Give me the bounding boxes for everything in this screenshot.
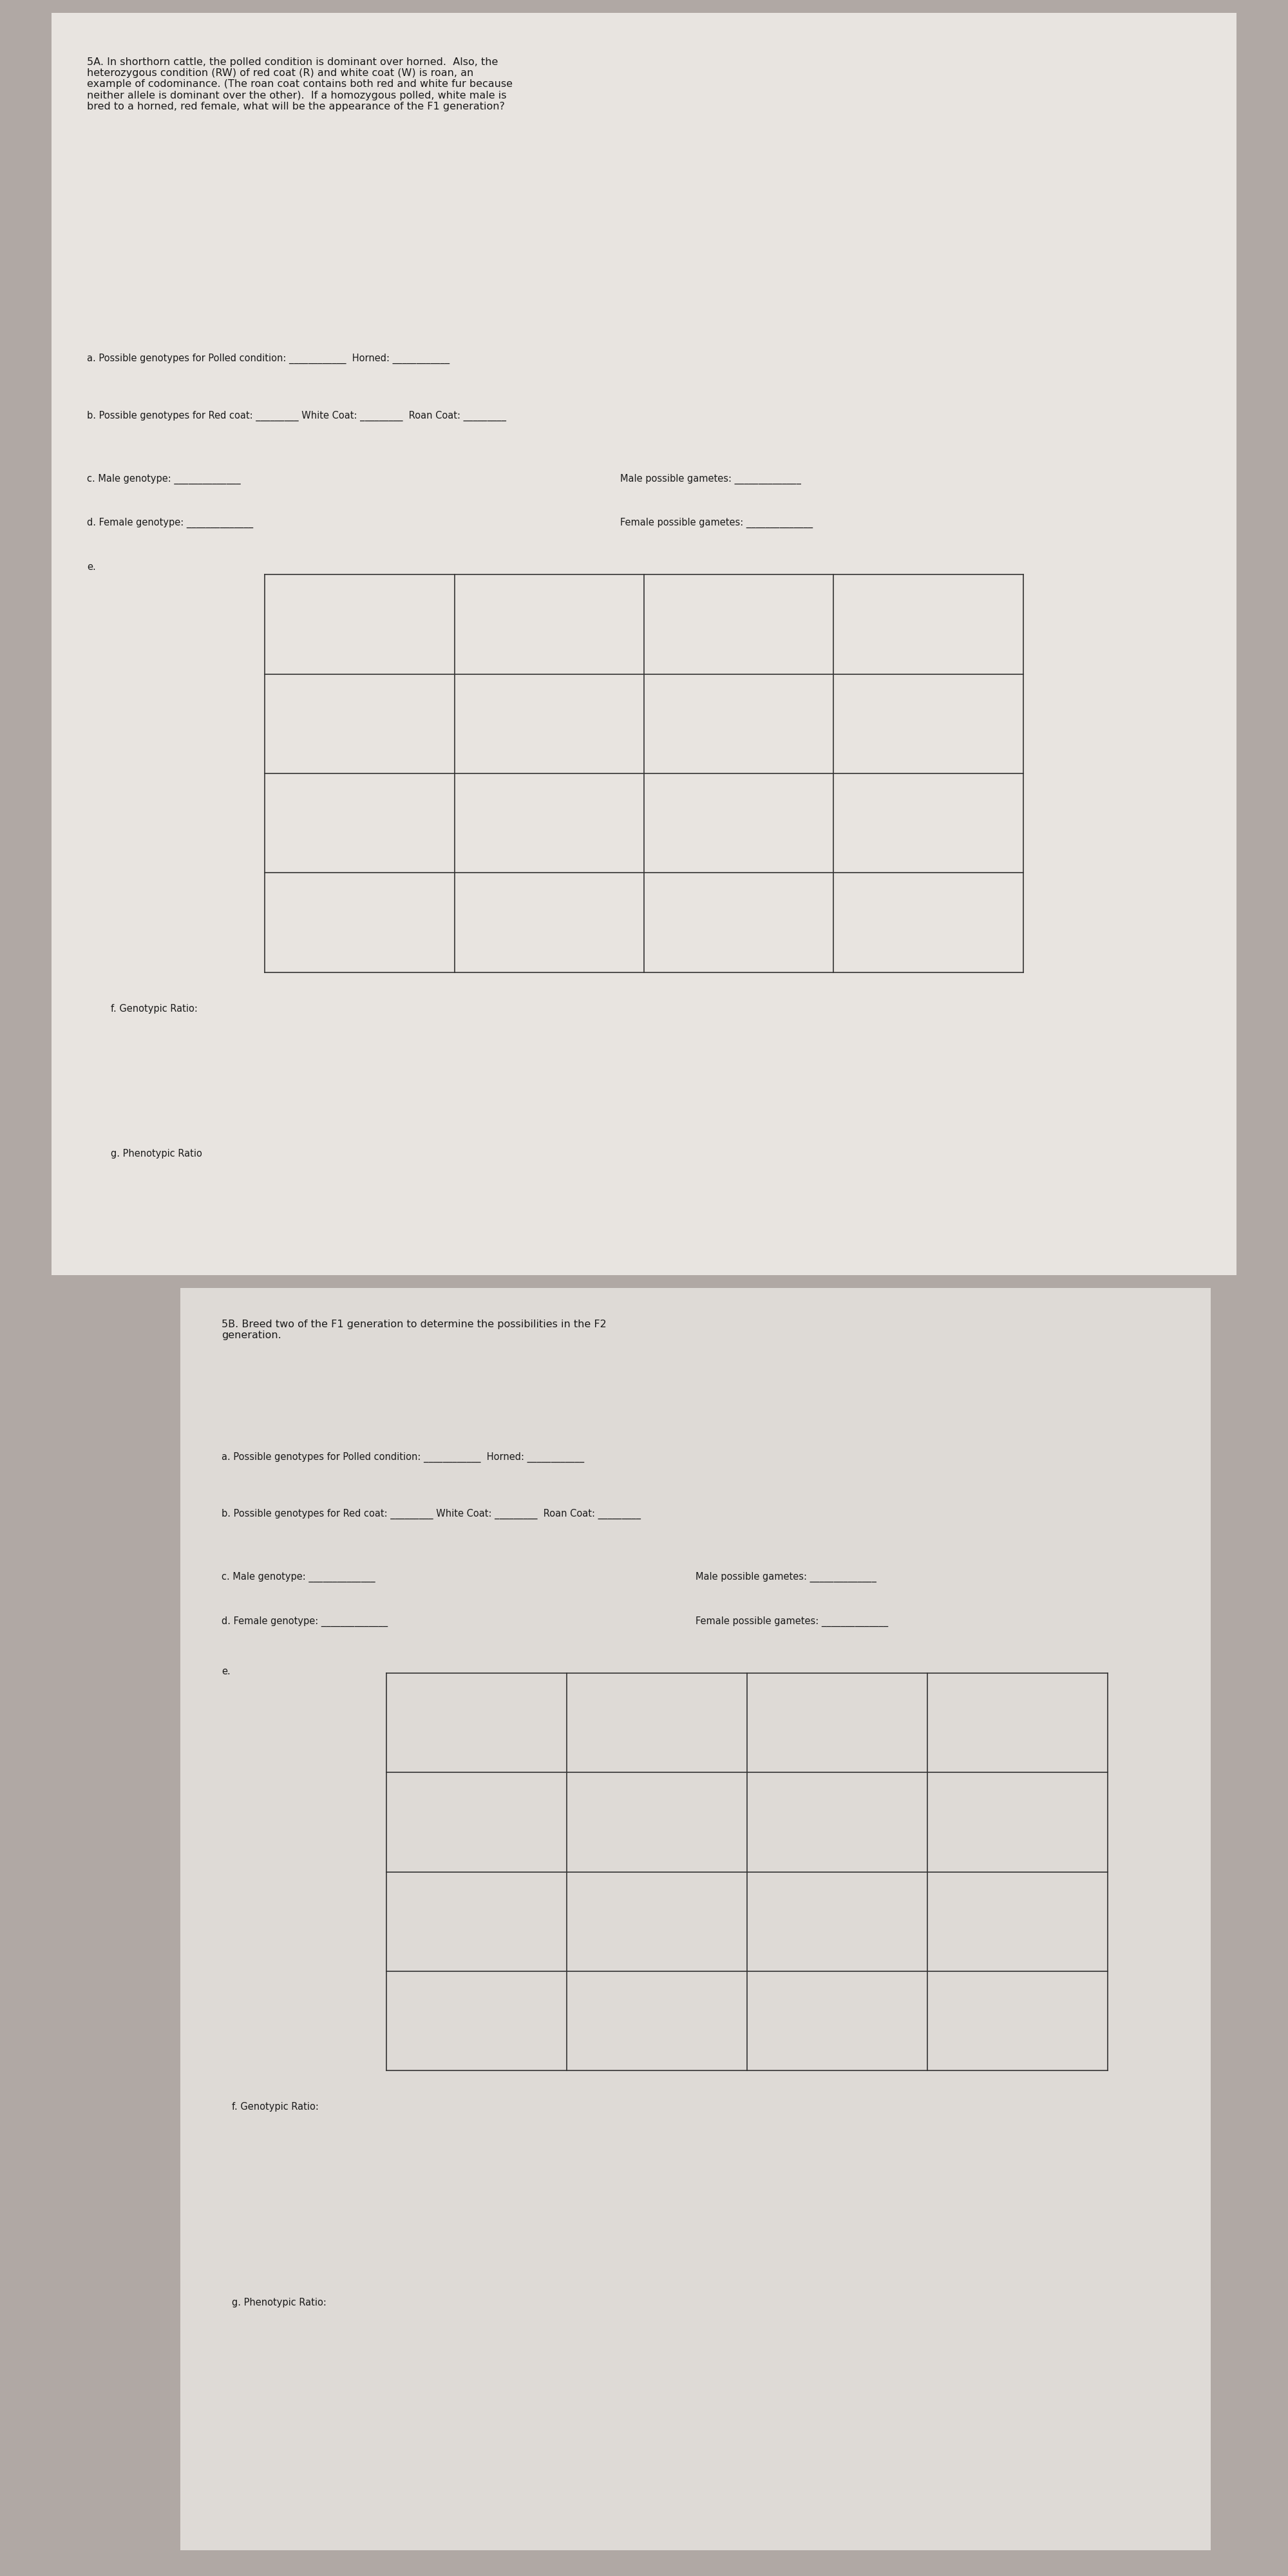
Text: a. Possible genotypes for Polled condition: ____________  Horned: ____________: a. Possible genotypes for Polled conditi… xyxy=(88,353,450,363)
Text: Female possible gametes: ______________: Female possible gametes: ______________ xyxy=(621,518,813,528)
Text: c. Male genotype: ______________: c. Male genotype: ______________ xyxy=(88,474,241,484)
Text: b. Possible genotypes for Red coat: _________ White Coat: _________  Roan Coat: : b. Possible genotypes for Red coat: ____… xyxy=(222,1510,641,1520)
Text: g. Phenotypic Ratio:: g. Phenotypic Ratio: xyxy=(232,2298,326,2308)
Text: Female possible gametes: ______________: Female possible gametes: ______________ xyxy=(696,1615,889,1625)
Text: 5A. In shorthorn cattle, the polled condition is dominant over horned.  Also, th: 5A. In shorthorn cattle, the polled cond… xyxy=(88,57,513,111)
Text: 5B. Breed two of the F1 generation to determine the possibilities in the F2
gene: 5B. Breed two of the F1 generation to de… xyxy=(222,1319,607,1340)
Text: c. Male genotype: ______________: c. Male genotype: ______________ xyxy=(222,1571,375,1582)
Text: e.: e. xyxy=(222,1667,231,1677)
Text: f. Genotypic Ratio:: f. Genotypic Ratio: xyxy=(111,1005,197,1012)
Text: b. Possible genotypes for Red coat: _________ White Coat: _________  Roan Coat: : b. Possible genotypes for Red coat: ____… xyxy=(88,410,506,420)
Text: d. Female genotype: ______________: d. Female genotype: ______________ xyxy=(222,1615,388,1625)
Text: Male possible gametes: ______________: Male possible gametes: ______________ xyxy=(696,1571,876,1582)
Text: g. Phenotypic Ratio: g. Phenotypic Ratio xyxy=(111,1149,202,1159)
Text: f. Genotypic Ratio:: f. Genotypic Ratio: xyxy=(232,2102,318,2112)
Text: Male possible gametes: ______________: Male possible gametes: ______________ xyxy=(621,474,801,484)
Text: a. Possible genotypes for Polled condition: ____________  Horned: ____________: a. Possible genotypes for Polled conditi… xyxy=(222,1453,585,1463)
Text: d. Female genotype: ______________: d. Female genotype: ______________ xyxy=(88,518,254,528)
Text: e.: e. xyxy=(88,562,95,572)
